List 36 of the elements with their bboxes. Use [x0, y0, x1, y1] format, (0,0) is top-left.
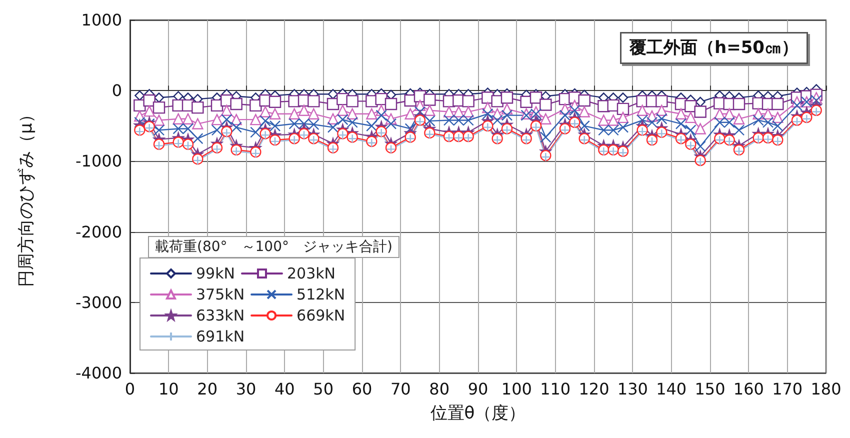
x-tick-label: 60: [352, 380, 372, 398]
x-axis-title: 位置θ（度）: [430, 404, 526, 424]
legend-title: 載荷重(80° ～100° ジャッキ合計): [155, 239, 392, 255]
x-tick-label: 120: [578, 380, 610, 398]
x-tick-label: 90: [468, 380, 488, 398]
legend-label: 375kN: [196, 286, 245, 304]
legend-label: 512kN: [296, 286, 346, 304]
x-tick-label: 80: [429, 380, 450, 398]
legend-label: 99kN: [196, 264, 235, 282]
x-tick-label: 30: [236, 380, 256, 398]
x-tick-label: 110: [540, 380, 571, 398]
x-tick-label: 100: [501, 380, 532, 398]
y-tick-label: -1000: [76, 152, 122, 171]
x-tick-label: 50: [313, 380, 334, 398]
x-tick-label: 20: [197, 380, 218, 398]
text: 覆工外面（h=50㎝）: [628, 38, 799, 58]
y-axis-title: 円周方向のひずみ（μ）: [16, 106, 36, 287]
y-tick-label: 0: [112, 81, 122, 100]
x-tick-label: 40: [274, 380, 295, 398]
y-tick-label: -2000: [76, 222, 122, 242]
x-tick-label: 10: [158, 380, 179, 398]
x-tick-label: 150: [694, 380, 726, 398]
x-tick-label: 170: [772, 380, 803, 398]
x-tick-label: 160: [733, 380, 764, 398]
legend-label: 203kN: [286, 264, 336, 282]
y-tick-label: -4000: [76, 364, 122, 382]
legend-label: 691kN: [196, 328, 245, 346]
x-tick-label: 70: [390, 380, 411, 398]
y-tick-label: 1000: [81, 10, 122, 30]
x-tick-label: 180: [810, 380, 842, 398]
legend-label: 669kN: [296, 306, 346, 324]
y-tick-label: -3000: [76, 292, 122, 312]
x-tick-label: 130: [617, 380, 648, 398]
x-tick-label: 140: [656, 380, 687, 398]
legend-label: 633kN: [196, 306, 245, 324]
x-tick-label: 0: [124, 380, 136, 398]
